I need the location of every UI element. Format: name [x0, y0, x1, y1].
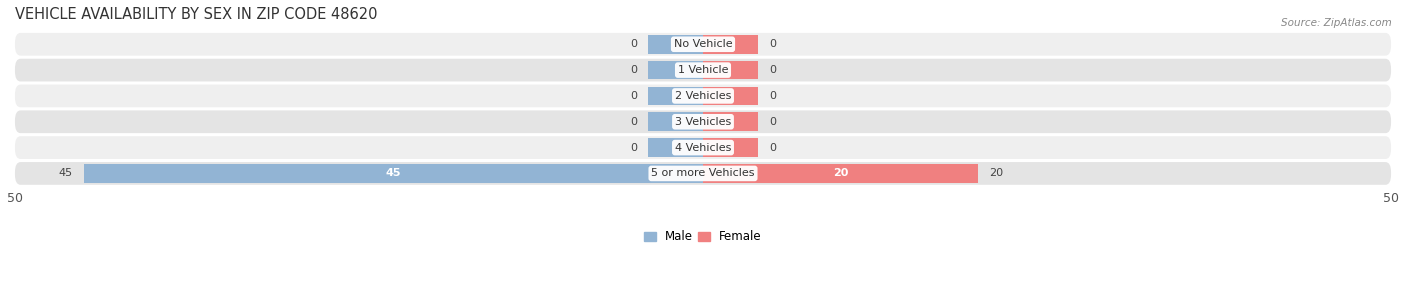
Bar	[648, 61, 703, 79]
FancyBboxPatch shape	[15, 110, 1391, 133]
Bar	[703, 164, 979, 183]
Bar	[648, 35, 703, 54]
Bar	[648, 113, 703, 131]
Text: 0: 0	[769, 39, 776, 49]
Text: 0: 0	[630, 143, 637, 153]
Text: 45: 45	[59, 168, 73, 178]
Legend: Male, Female: Male, Female	[640, 226, 766, 248]
FancyBboxPatch shape	[15, 33, 1391, 56]
Text: 0: 0	[769, 143, 776, 153]
FancyBboxPatch shape	[15, 136, 1391, 159]
Text: 3 Vehicles: 3 Vehicles	[675, 117, 731, 127]
Bar	[703, 87, 758, 105]
Text: 0: 0	[769, 91, 776, 101]
Text: 0: 0	[630, 65, 637, 75]
Text: 20: 20	[990, 168, 1004, 178]
Bar	[84, 164, 703, 183]
Text: 0: 0	[769, 117, 776, 127]
Bar	[703, 35, 758, 54]
Bar	[648, 138, 703, 157]
Text: 0: 0	[630, 39, 637, 49]
FancyBboxPatch shape	[15, 84, 1391, 107]
Text: 1 Vehicle: 1 Vehicle	[678, 65, 728, 75]
FancyBboxPatch shape	[15, 162, 1391, 185]
FancyBboxPatch shape	[15, 59, 1391, 81]
Text: 5 or more Vehicles: 5 or more Vehicles	[651, 168, 755, 178]
Text: 4 Vehicles: 4 Vehicles	[675, 143, 731, 153]
Bar	[703, 113, 758, 131]
Text: No Vehicle: No Vehicle	[673, 39, 733, 49]
Bar	[648, 87, 703, 105]
Bar	[703, 61, 758, 79]
Text: 45: 45	[385, 168, 401, 178]
Text: 0: 0	[769, 65, 776, 75]
Bar	[703, 138, 758, 157]
Text: 20: 20	[832, 168, 848, 178]
Text: VEHICLE AVAILABILITY BY SEX IN ZIP CODE 48620: VEHICLE AVAILABILITY BY SEX IN ZIP CODE …	[15, 7, 377, 22]
Text: Source: ZipAtlas.com: Source: ZipAtlas.com	[1281, 18, 1392, 28]
Text: 2 Vehicles: 2 Vehicles	[675, 91, 731, 101]
Text: 0: 0	[630, 117, 637, 127]
Text: 0: 0	[630, 91, 637, 101]
